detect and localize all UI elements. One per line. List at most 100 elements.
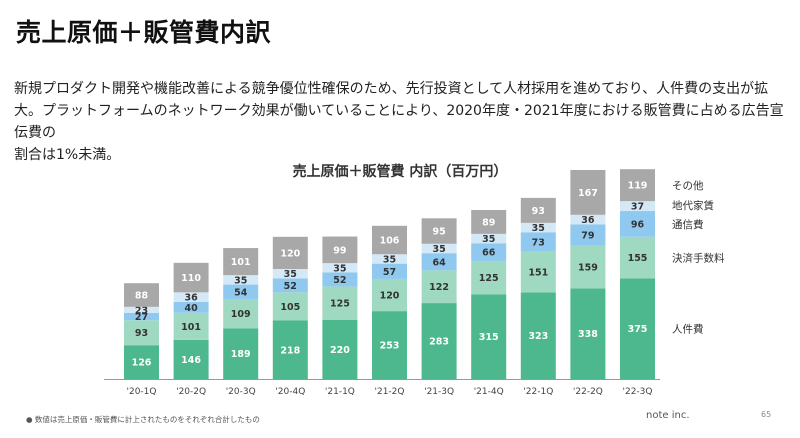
bar-segment: [421, 218, 457, 244]
bar-segment: [620, 211, 655, 237]
bar-segment: [520, 232, 556, 252]
bar-segment: [223, 275, 259, 285]
legend-label: 地代家賃: [672, 199, 714, 212]
bar-segment: [520, 251, 556, 293]
data-label: 35: [333, 263, 346, 274]
bar-segment: [173, 292, 209, 302]
data-label: 218: [280, 345, 300, 356]
bar-segment: [322, 272, 358, 287]
bar-segment: [223, 299, 259, 329]
bar-segment: [124, 283, 159, 307]
data-label: 54: [234, 287, 248, 298]
bar-segment: [124, 306, 159, 313]
bar-segment: [173, 262, 209, 293]
data-label: 315: [479, 332, 499, 343]
data-label: 93: [532, 206, 545, 217]
data-label: 375: [628, 324, 648, 335]
data-label: 122: [429, 282, 449, 293]
bar-segment: [322, 236, 358, 264]
bar-segment: [272, 292, 308, 321]
data-label: 151: [528, 268, 548, 279]
brand-logo-text: note inc.: [646, 410, 690, 421]
data-label: 110: [181, 273, 201, 284]
description-line: 割合は1%未満。: [14, 147, 121, 163]
data-label: 52: [284, 281, 297, 292]
bar-segment: [421, 303, 457, 379]
x-tick-label: '20-4Q: [275, 387, 305, 397]
bar-segment: [570, 214, 606, 225]
bar-segment: [421, 270, 457, 304]
bar-segment: [223, 248, 259, 276]
bar-segment: [620, 169, 655, 202]
description: 新規プロダクト開発や機能改善による競争優位性確保のため、先行投資として人材採用を…: [14, 78, 786, 166]
description-line: 新規プロダクト開発や機能改善による競争優位性確保のため、先行投資として人材採用を…: [14, 81, 769, 97]
legend-label: 通信費: [672, 218, 704, 231]
bar-segment: [272, 278, 308, 293]
data-label: 35: [432, 244, 445, 255]
data-label: 125: [330, 299, 350, 310]
page-number: 65: [761, 410, 772, 419]
data-label: 95: [432, 227, 445, 238]
bar-segment: [471, 233, 507, 244]
data-label: 96: [631, 219, 645, 230]
bar-segment: [124, 345, 159, 379]
data-label: 36: [184, 293, 198, 304]
bar-segment: [322, 319, 358, 379]
data-label: 40: [184, 303, 198, 314]
data-label: 35: [234, 275, 247, 286]
data-label: 106: [380, 236, 400, 247]
data-label: 79: [581, 231, 594, 242]
data-label: 36: [581, 215, 595, 226]
bar-segment: [372, 263, 407, 279]
bar-segment: [322, 263, 358, 273]
data-label: 57: [383, 267, 396, 278]
x-tick-label: '22-2Q: [573, 387, 603, 397]
bar-segment: [471, 294, 507, 379]
bar-segment: [421, 253, 457, 271]
data-label: 37: [631, 202, 644, 213]
data-label: 120: [380, 291, 400, 302]
data-label: 99: [333, 245, 346, 256]
bar-segment: [173, 339, 209, 379]
data-label: 73: [532, 238, 545, 249]
data-label: 101: [231, 257, 251, 268]
data-label: 35: [284, 269, 297, 280]
x-tick-label: '21-2Q: [375, 387, 405, 397]
x-tick-label: '21-3Q: [424, 387, 454, 397]
data-label: 88: [135, 291, 149, 302]
x-tick-label: '20-3Q: [226, 387, 256, 397]
data-label: 64: [432, 257, 446, 268]
legend-label: 人件費: [672, 323, 704, 336]
chart-title: 売上原価＋販管費 内訳（百万円）: [292, 164, 508, 180]
bar-segment: [372, 278, 407, 312]
bar-segment: [520, 222, 556, 233]
data-label: 27: [135, 312, 148, 323]
data-label: 338: [578, 329, 598, 340]
data-label: 155: [628, 253, 648, 264]
data-label: 52: [333, 275, 346, 286]
bar-segment: [570, 224, 606, 246]
bar-segment: [173, 312, 209, 340]
bar-segment: [223, 328, 259, 379]
data-label: 120: [280, 248, 300, 259]
page-title: 売上原価＋販管費内訳: [16, 18, 272, 47]
data-label: 35: [532, 223, 545, 234]
x-tick-label: '22-3Q: [623, 387, 653, 397]
description-line: 大。プラットフォームのネットワーク効果が働いていることにより、2020年度・20…: [14, 103, 784, 141]
legend-label: 決済手数料: [672, 252, 725, 265]
x-tick-label: '22-1Q: [523, 387, 553, 397]
data-label: 105: [280, 302, 300, 313]
data-label: 159: [578, 262, 598, 273]
data-label: 167: [578, 188, 598, 199]
bar-segment: [272, 320, 308, 379]
bar-segment: [520, 292, 556, 379]
bar-segment: [620, 201, 655, 212]
data-label: 35: [383, 254, 396, 265]
bar-segment: [570, 288, 606, 379]
data-label: 253: [380, 341, 400, 352]
data-label: 109: [231, 309, 251, 320]
bar-segment: [173, 302, 209, 313]
bar-segment: [322, 286, 358, 320]
bar-segment: [372, 225, 407, 255]
bar-segment: [620, 278, 655, 379]
